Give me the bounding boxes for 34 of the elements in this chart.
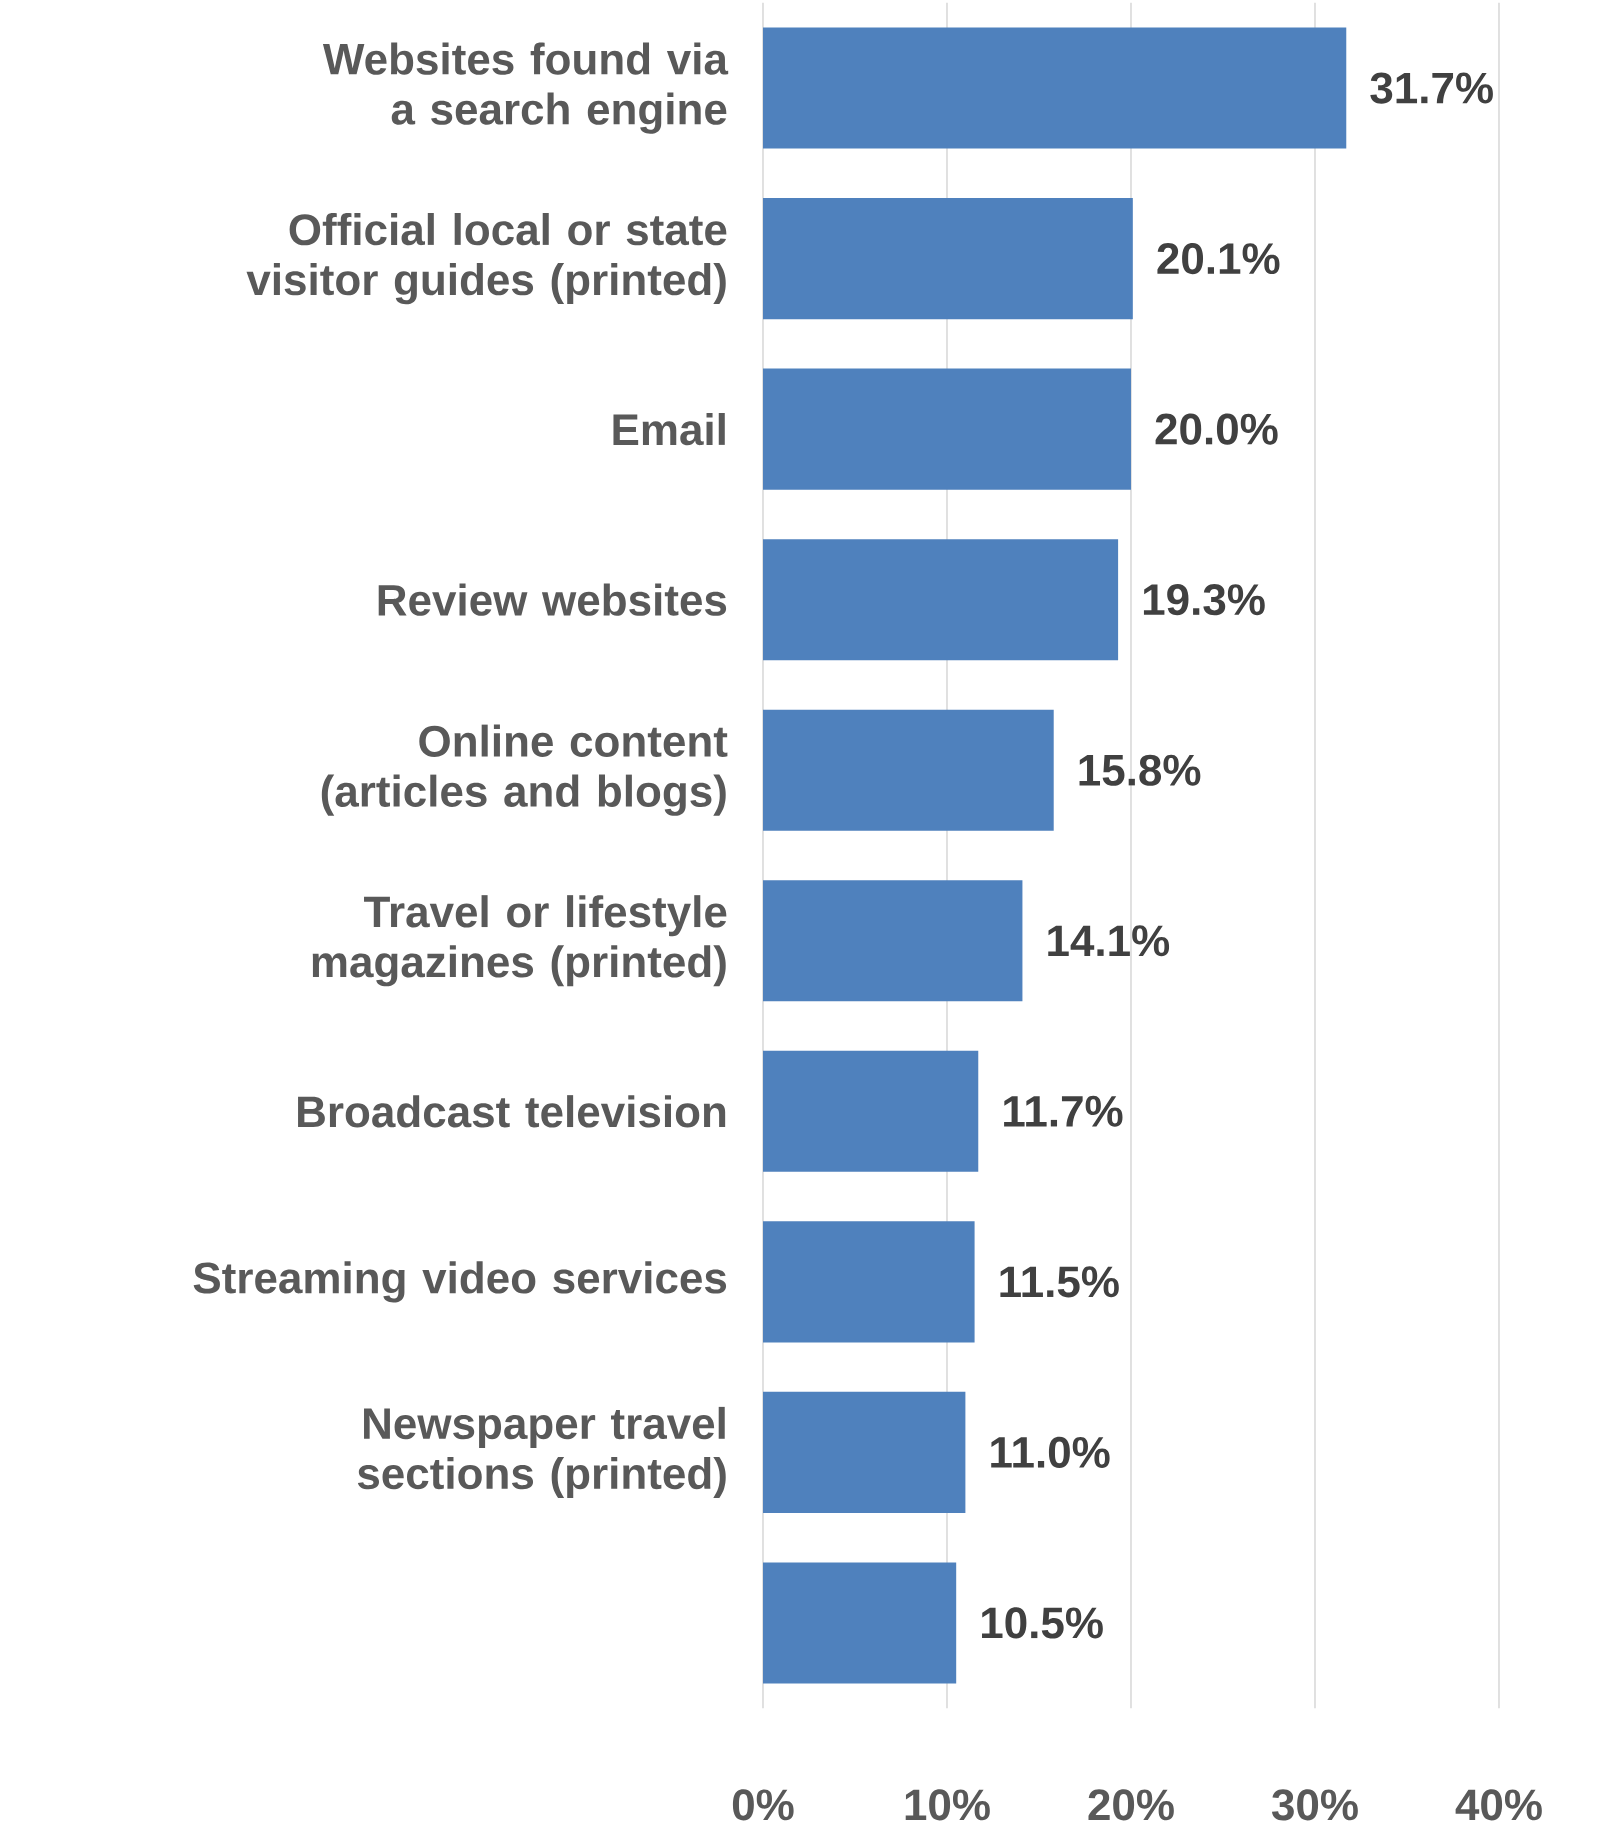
data-label: 15.8% bbox=[1079, 754, 1201, 786]
bar bbox=[763, 27, 1347, 149]
bar bbox=[763, 368, 1132, 490]
x-tick-label: 30% bbox=[1271, 1789, 1358, 1821]
data-label: 11.5% bbox=[1000, 1266, 1119, 1298]
y-tick-label: Email bbox=[613, 412, 725, 446]
data-label: 14.1% bbox=[1048, 925, 1170, 957]
x-tick-label: 20% bbox=[1088, 1789, 1174, 1821]
bar bbox=[763, 880, 1023, 1002]
bar bbox=[763, 1562, 957, 1684]
y-tick-label: Review websites bbox=[378, 583, 727, 616]
bar bbox=[763, 539, 1119, 661]
y-tick-label: Websites found via a search engine bbox=[322, 42, 729, 134]
y-tick-label: Broadcast television bbox=[298, 1095, 726, 1128]
data-label: 11.0% bbox=[991, 1436, 1110, 1468]
data-label: 31.7% bbox=[1370, 72, 1493, 104]
bar bbox=[763, 1391, 966, 1513]
x-tick-label: 0% bbox=[732, 1789, 794, 1821]
data-label: 20.1% bbox=[1157, 243, 1280, 275]
y-tick-label: Online content (articles and blogs) bbox=[321, 724, 728, 816]
bar bbox=[763, 709, 1054, 831]
y-tick-label: Official local or state visitor guides (printed) bbox=[246, 212, 727, 305]
x-tick-label: 40% bbox=[1455, 1789, 1542, 1821]
bar bbox=[763, 198, 1133, 320]
bar bbox=[763, 1050, 979, 1172]
y-tick-label: Travel or lifestyle magazines (printed) bbox=[312, 895, 727, 987]
data-label: 10.5% bbox=[982, 1607, 1103, 1639]
data-label: 20.0% bbox=[1155, 413, 1278, 445]
data-label: 19.3% bbox=[1143, 584, 1265, 616]
data-label: 11.7% bbox=[1004, 1095, 1123, 1127]
bar bbox=[763, 1221, 975, 1343]
y-tick-label: Streaming video services bbox=[193, 1261, 727, 1303]
x-tick-label: 10% bbox=[905, 1789, 990, 1821]
y-tick-label: Newspaper travel sections (printed) bbox=[357, 1406, 726, 1498]
